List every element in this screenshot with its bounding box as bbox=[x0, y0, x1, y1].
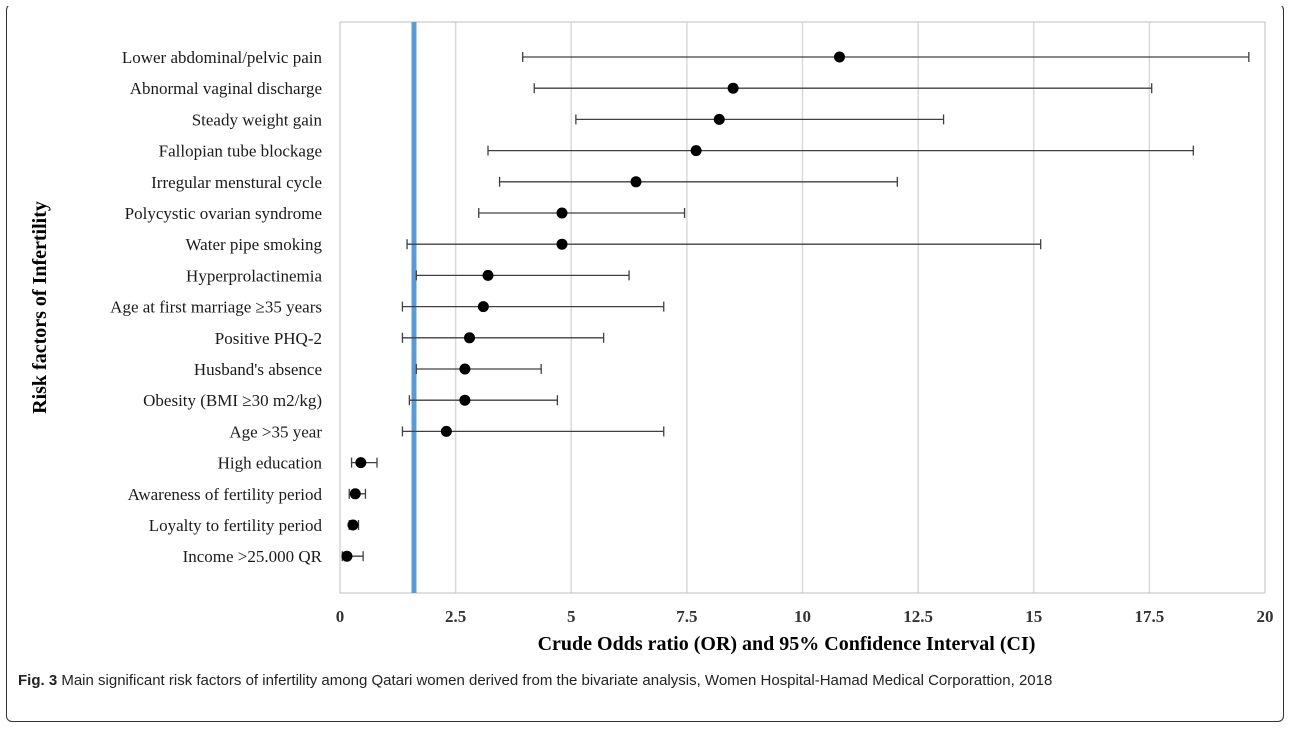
category-label: Hyperprolactinemia bbox=[186, 266, 322, 285]
x-tick-label: 12.5 bbox=[903, 607, 933, 626]
x-tick-label: 17.5 bbox=[1135, 607, 1165, 626]
or-point bbox=[355, 457, 367, 469]
category-label: Obesity (BMI ≥30 m2/kg) bbox=[143, 391, 322, 410]
category-label: Irregular menstural cycle bbox=[151, 173, 322, 192]
category-label: Lower abdominal/pelvic pain bbox=[122, 48, 323, 67]
category-label: Age at first marriage ≥35 years bbox=[110, 298, 322, 317]
x-axis-title: Crude Odds ratio (OR) and 95% Confidence… bbox=[538, 633, 1036, 655]
category-label: Abnormal vaginal discharge bbox=[130, 79, 322, 98]
category-label: Loyalty to fertility period bbox=[149, 516, 323, 535]
or-point bbox=[349, 488, 361, 500]
or-point bbox=[727, 82, 739, 94]
or-point bbox=[459, 363, 471, 375]
x-tick-label: 15 bbox=[1025, 607, 1042, 626]
or-point bbox=[477, 301, 489, 313]
x-tick-label: 5 bbox=[567, 607, 576, 626]
figure-frame bbox=[6, 4, 1284, 722]
forest-plot: Lower abdominal/pelvic pain Abnormal vagi… bbox=[29, 21, 1274, 655]
ci-marks bbox=[341, 51, 1250, 562]
category-label: Husband's absence bbox=[194, 360, 322, 379]
gridlines bbox=[454, 22, 1151, 593]
category-label: High education bbox=[218, 454, 323, 473]
figure-caption: Fig. 3 Main significant risk factors of … bbox=[18, 670, 1268, 692]
plot-area-border bbox=[339, 21, 1266, 594]
x-tick-label: 10 bbox=[794, 607, 811, 626]
or-point bbox=[713, 113, 725, 125]
category-labels: Lower abdominal/pelvic pain Abnormal vagi… bbox=[110, 48, 322, 566]
or-point bbox=[556, 207, 568, 219]
category-label: Age >35 year bbox=[229, 422, 322, 441]
category-label: Steady weight gain bbox=[192, 110, 323, 129]
x-tick-labels: 0 2.5 5 7.5 10 12.5 15 17.5 20 bbox=[336, 607, 1274, 626]
x-tick-label: 0 bbox=[336, 607, 345, 626]
or-point bbox=[556, 238, 568, 250]
x-tick-label: 2.5 bbox=[445, 607, 466, 626]
caption-label: Fig. 3 bbox=[18, 672, 58, 689]
y-axis-title: Risk factors of Infertility bbox=[29, 201, 51, 414]
or-point bbox=[459, 394, 471, 406]
x-tick-label: 20 bbox=[1257, 607, 1274, 626]
or-point bbox=[464, 332, 475, 344]
x-tick-label: 7.5 bbox=[676, 607, 697, 626]
category-label: Awareness of fertility period bbox=[128, 485, 323, 504]
category-label: Water pipe smoking bbox=[186, 235, 323, 254]
or-point bbox=[482, 269, 494, 281]
or-point bbox=[440, 425, 452, 437]
category-label: Fallopian tube blockage bbox=[159, 142, 322, 161]
or-point bbox=[630, 176, 642, 188]
caption-text: Main significant risk factors of inferti… bbox=[57, 672, 1053, 689]
category-label: Income >25.000 QR bbox=[183, 547, 323, 566]
or-point bbox=[347, 519, 359, 531]
or-point bbox=[341, 550, 353, 562]
category-label: Polycystic ovarian syndrome bbox=[125, 204, 322, 223]
or-point bbox=[690, 145, 702, 157]
category-label: Positive PHQ-2 bbox=[215, 329, 322, 348]
or-point bbox=[834, 51, 845, 63]
